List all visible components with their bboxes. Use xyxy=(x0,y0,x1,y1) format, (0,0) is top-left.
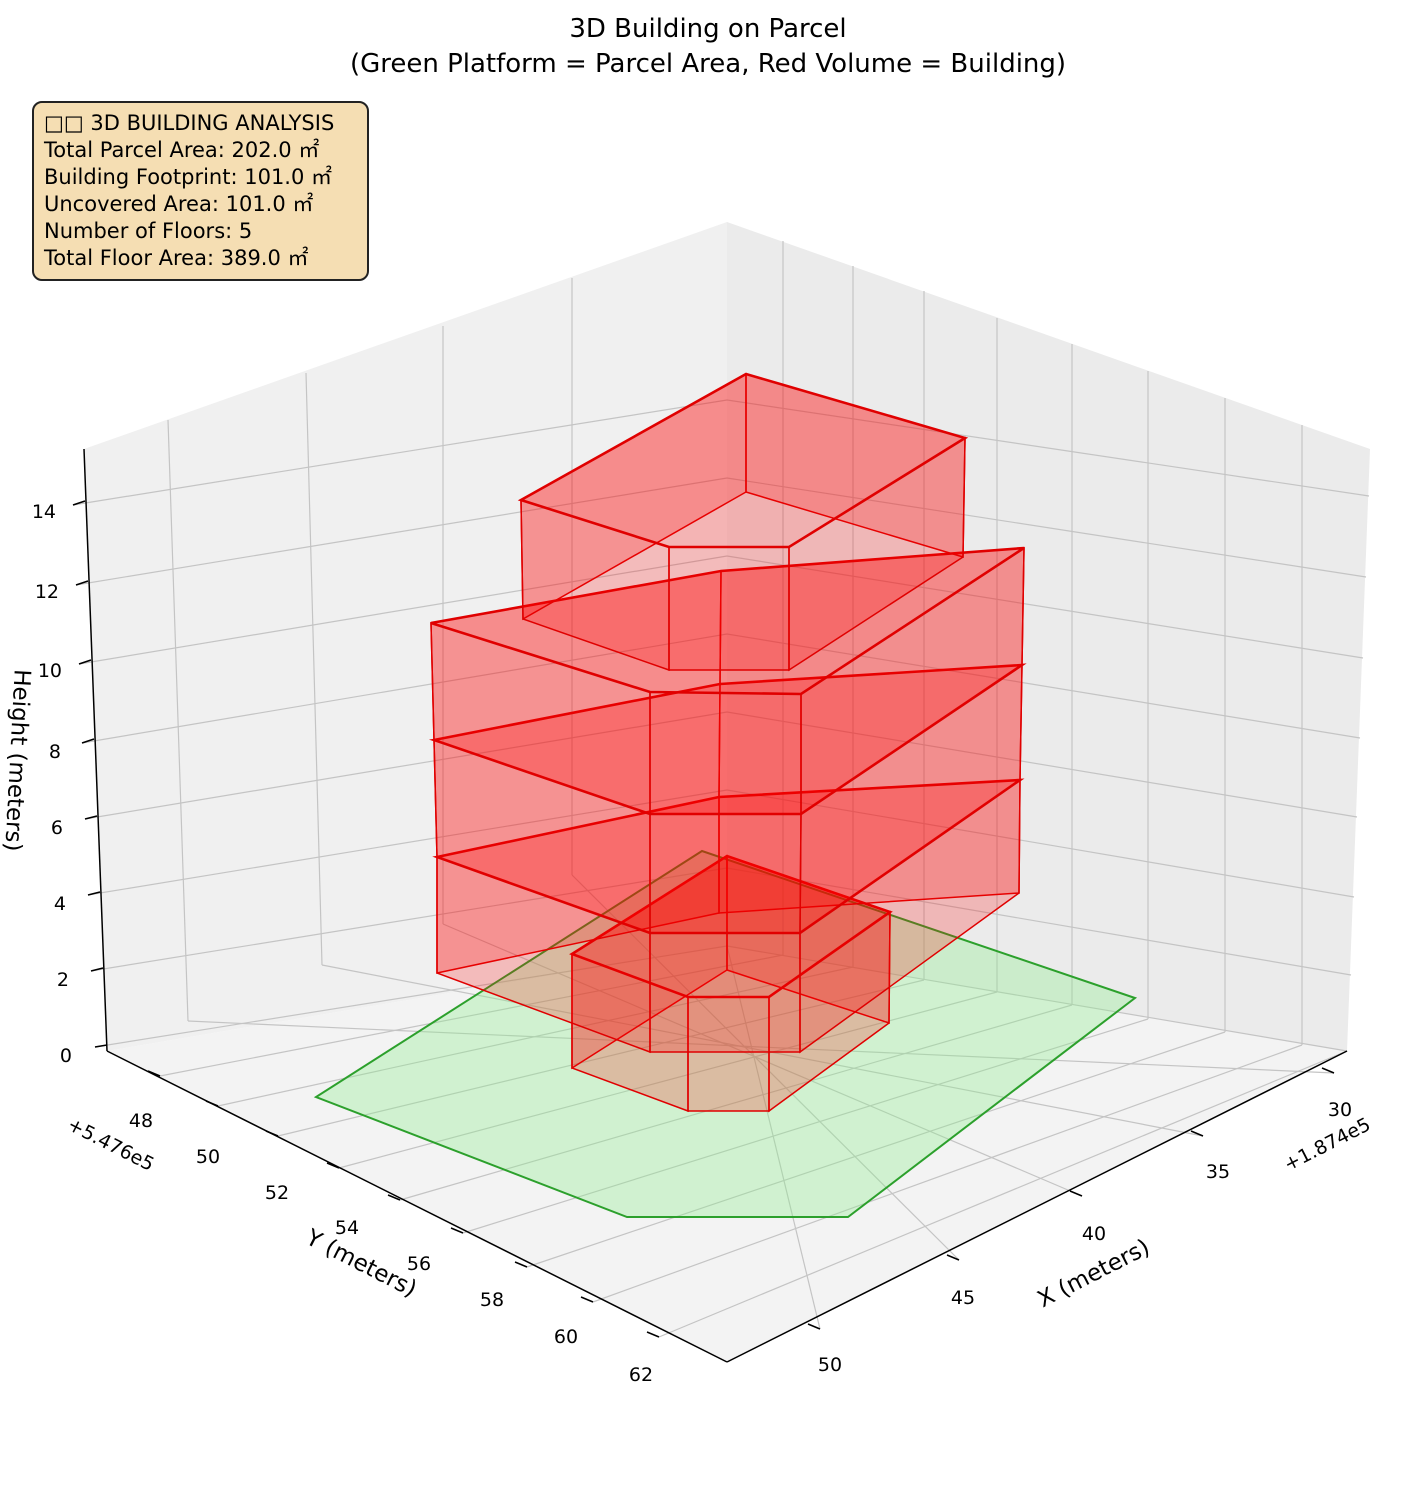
building-volume xyxy=(428,372,1027,1113)
pane-floor xyxy=(107,946,1347,1362)
y-axis-label: Y (meters) xyxy=(301,1224,421,1302)
info-line: Total Floor Area: 389.0 ㎡ xyxy=(44,246,309,270)
y-tick-label: 48 xyxy=(129,1110,153,1132)
chart-title: 3D Building on Parcel xyxy=(569,14,846,44)
y-tick-label: 50 xyxy=(196,1146,220,1168)
z-ticks xyxy=(72,500,108,1048)
z-tick-label: 6 xyxy=(51,817,63,839)
z-axis-line xyxy=(83,448,108,1052)
pane-left xyxy=(84,222,727,1051)
analysis-info-box: □□ 3D BUILDING ANALYSIS Total Parcel Are… xyxy=(32,101,369,281)
z-tick-label: 10 xyxy=(38,660,62,682)
y-tick-label: 62 xyxy=(629,1364,653,1386)
y-tick-label: 56 xyxy=(407,1253,431,1275)
floor-top-face xyxy=(569,854,893,999)
info-heading: □□ 3D BUILDING ANALYSIS xyxy=(44,111,335,135)
floor-side-face xyxy=(649,813,802,934)
y-tick-label: 60 xyxy=(554,1326,578,1348)
x-axis-label: X (meters) xyxy=(1033,1234,1154,1313)
x-tick-label: 50 xyxy=(818,1354,842,1376)
floor-side-face xyxy=(649,691,802,815)
y-tick-label: 52 xyxy=(265,1182,289,1204)
z-tick-label: 2 xyxy=(57,969,69,991)
info-line: Uncovered Area: 101.0 ㎡ xyxy=(44,192,314,216)
grid-lines xyxy=(72,241,1370,1338)
x-offset-label: +1.874e5 xyxy=(1280,1113,1374,1175)
info-line: Total Parcel Area: 202.0 ㎡ xyxy=(44,138,320,162)
floor-top-face xyxy=(430,546,1025,696)
y-ticks xyxy=(147,1070,660,1338)
z-axis-label: Height (meters) xyxy=(0,669,35,853)
z-tick-label: 12 xyxy=(35,581,59,603)
info-line: Number of Floors: 5 xyxy=(44,219,253,243)
z-tick-label: 8 xyxy=(49,741,61,763)
x-tick-label: 45 xyxy=(951,1287,975,1309)
x-tick-label: 40 xyxy=(1082,1223,1106,1245)
info-line: Building Footprint: 101.0 ㎡ xyxy=(44,165,333,189)
x-axis-line xyxy=(726,1050,1348,1363)
parcel-platform xyxy=(313,849,1138,1218)
z-tick-label: 4 xyxy=(54,893,66,915)
building-floor xyxy=(430,546,1025,816)
building-floor xyxy=(517,372,969,672)
x-tick-label: 30 xyxy=(1328,1099,1352,1121)
floor-side-face xyxy=(649,932,801,1053)
x-tick-label: 35 xyxy=(1206,1161,1230,1183)
building-floor xyxy=(428,663,1027,935)
floor-top-face xyxy=(517,372,969,549)
x-ticks xyxy=(807,1067,1335,1330)
chart-subtitle: (Green Platform = Parcel Area, Red Volum… xyxy=(350,49,1066,79)
y-tick-label: 58 xyxy=(480,1289,504,1311)
floor-side-face xyxy=(668,546,790,671)
z-tick-label: 14 xyxy=(32,501,56,523)
z-tick-label: 0 xyxy=(60,1045,72,1067)
y-tick-label: 54 xyxy=(335,1217,359,1239)
pane-right xyxy=(727,222,1370,1051)
